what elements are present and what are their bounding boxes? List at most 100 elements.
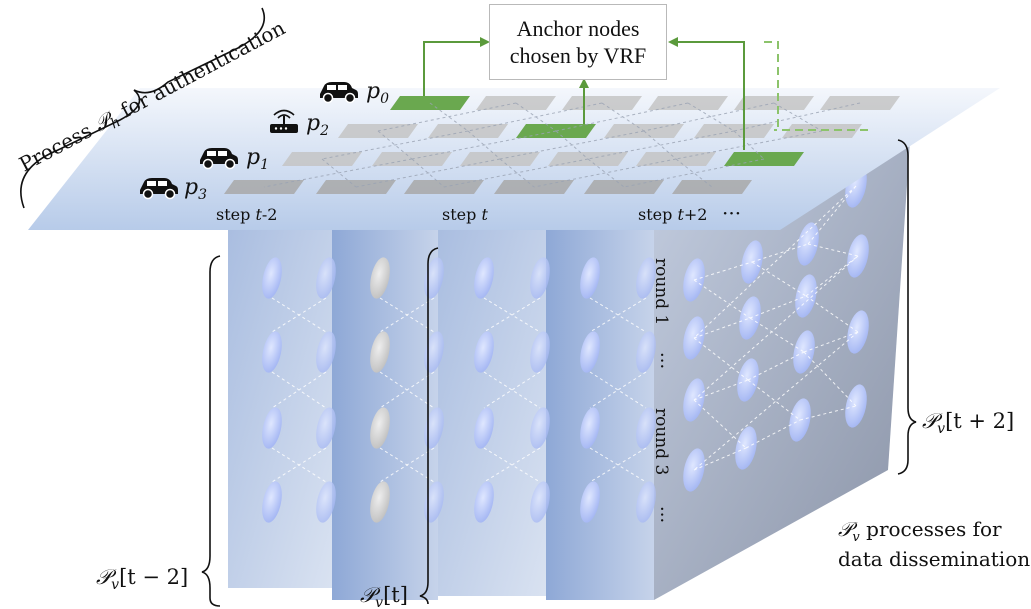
process-node [530, 331, 550, 373]
plane-cell [672, 180, 752, 194]
plane-link [587, 130, 735, 160]
process-node [316, 257, 336, 299]
plane-link [675, 130, 823, 160]
process-h-brace [20, 7, 266, 209]
step-label-t+2: step t+2 [638, 205, 707, 224]
process-node [636, 331, 656, 373]
plane-link [555, 130, 589, 160]
process-node [580, 257, 600, 299]
process-node [262, 407, 282, 449]
plane-link [377, 130, 413, 160]
process-node [316, 481, 336, 523]
anchor-box-line2: chosen by VRF [509, 43, 647, 68]
sheet-link [483, 371, 541, 409]
plane-link [687, 102, 735, 132]
plane-link [587, 158, 625, 188]
pv-label-t-2: 𝒫v[t − 2] [96, 565, 188, 593]
sheet-link [379, 447, 435, 483]
plane-link [499, 130, 645, 160]
anchor-arrows [423, 37, 868, 150]
process-node [370, 481, 390, 523]
sheet-link [483, 447, 541, 483]
anchor-arrow-dashed [764, 41, 868, 131]
anchor-arrow-left [423, 41, 482, 96]
round-ellipsis-end: ··· [651, 506, 672, 523]
sheet-link [751, 261, 807, 297]
plane-link [499, 158, 535, 188]
pv-caption: 𝒫v processes for [838, 517, 1002, 545]
plane-link [467, 102, 603, 132]
pv-sheet-3 [438, 222, 546, 596]
step-labels: step t-2 step t step t+2 ··· [216, 201, 741, 225]
round-ellipsis-mid: ··· [651, 352, 672, 369]
sheet-links [271, 185, 859, 483]
car-icon [320, 82, 358, 104]
plane-link [321, 130, 469, 160]
plane-link [443, 158, 589, 188]
round-label-3: round 3 [651, 408, 671, 475]
sheet-link [805, 255, 859, 297]
process-node [262, 331, 282, 373]
sheet-link [379, 297, 435, 333]
sheet-link [379, 371, 435, 409]
sheet-link [807, 185, 857, 245]
process-node [530, 481, 550, 523]
plane-link [411, 130, 557, 160]
peer-list: p0 p2 p1 p3 [140, 79, 389, 203]
sheet-link [803, 351, 857, 407]
sheet-link [589, 297, 647, 333]
pv-sheet-last [654, 140, 910, 600]
plane-link [263, 158, 413, 188]
process-node [636, 257, 656, 299]
anchor-arrowhead-right [668, 37, 678, 47]
process-node [316, 407, 336, 449]
pv-sheet-4 [546, 222, 654, 600]
step-label-t-2: step t-2 [216, 205, 277, 224]
sheet-link [693, 279, 751, 319]
plane-link [643, 130, 677, 160]
plane-link [533, 158, 677, 188]
peer-p3: p3 [140, 175, 207, 203]
brace-pv-t-2 [201, 255, 221, 607]
process-node [847, 234, 869, 278]
plane-link [355, 158, 501, 188]
anchor-arrowhead-middle [579, 78, 589, 88]
plane-link [429, 102, 469, 132]
sheet-link [805, 295, 859, 333]
plane-links [263, 102, 861, 188]
process-node [530, 257, 550, 299]
sheet-link [483, 297, 541, 333]
process-node [474, 257, 494, 299]
car-icon [200, 148, 238, 170]
car-icon [140, 178, 178, 200]
sheet-link [751, 243, 809, 263]
sheet-link [747, 379, 801, 421]
plane-link [555, 102, 689, 132]
brace-pv-t+2 [897, 139, 917, 475]
process-node [424, 331, 444, 373]
sheet-link [749, 295, 807, 319]
plane-link [467, 130, 501, 160]
sheet-link [589, 447, 647, 483]
peer-p2: p2 [270, 109, 329, 139]
plane-link [321, 158, 357, 188]
sheet-link [749, 317, 805, 353]
round-label-1: round 1 [651, 258, 671, 325]
plane-link [675, 158, 713, 188]
process-node [370, 407, 390, 449]
sheet-link [747, 351, 805, 381]
sheet-link [693, 261, 753, 281]
sheet-link [483, 371, 541, 409]
sheet-link [271, 371, 327, 409]
plane-cell [584, 180, 664, 194]
process-node [262, 257, 282, 299]
ph-plane [28, 88, 1000, 230]
svg-text:p2: p2 [306, 111, 329, 139]
process-node [424, 481, 444, 523]
process-node [636, 407, 656, 449]
process-node [370, 257, 390, 299]
round-labels: round 1 ··· round 3 ··· [651, 258, 672, 523]
sheet-link [589, 371, 647, 409]
process-node [424, 407, 444, 449]
